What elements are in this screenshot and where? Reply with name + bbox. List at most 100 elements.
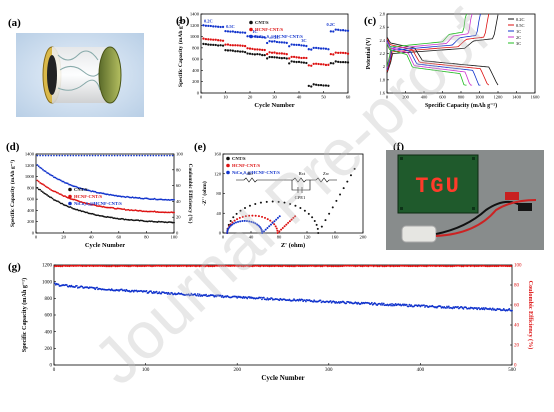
data-point <box>47 187 50 189</box>
capacity-point <box>96 286 98 289</box>
data-point <box>248 214 251 217</box>
data-point <box>164 198 167 201</box>
ce-point <box>140 265 143 268</box>
ce-point <box>249 265 252 268</box>
data-point <box>36 164 39 166</box>
panel-a-label: (a) <box>8 17 21 29</box>
data-point <box>290 43 293 46</box>
data-point <box>332 30 335 33</box>
data-point <box>97 214 99 217</box>
x-tick-label: 600 <box>439 94 446 99</box>
data-point <box>297 60 301 64</box>
ce-point <box>458 264 461 267</box>
y-tick-label: 0 <box>50 364 53 369</box>
data-point <box>339 193 342 196</box>
ce-point <box>105 154 108 157</box>
data-point <box>128 219 131 221</box>
data-point <box>251 47 254 50</box>
ce-point <box>189 265 192 268</box>
ce-point <box>36 154 39 157</box>
data-point <box>239 209 242 212</box>
data-point <box>266 226 269 229</box>
ce-point <box>270 265 273 268</box>
data-point <box>283 56 286 60</box>
ce-point <box>321 265 324 268</box>
data-point <box>68 183 71 186</box>
data-point <box>275 218 278 221</box>
data-point <box>219 44 222 47</box>
data-point <box>283 201 286 204</box>
y-tick-label: 2.6 <box>380 25 386 30</box>
ce-point <box>444 265 447 268</box>
data-point <box>77 209 80 212</box>
data-point <box>346 29 350 32</box>
x-tick-label: 20 <box>61 235 66 240</box>
data-point <box>269 223 272 226</box>
data-point <box>120 208 123 210</box>
capacity-point <box>160 292 163 295</box>
data-point <box>123 195 126 198</box>
y2-tick-label: 80 <box>176 167 181 172</box>
ce-point <box>493 265 496 268</box>
ce-point <box>91 154 94 157</box>
capacity-point <box>196 293 199 295</box>
data-point <box>334 60 337 63</box>
data-point <box>316 227 319 230</box>
x-tick-label: 500 <box>508 368 516 373</box>
data-point <box>69 206 72 208</box>
data-point <box>65 182 68 185</box>
data-point <box>146 197 149 200</box>
ce-point <box>356 265 359 268</box>
ce-point <box>262 265 265 268</box>
capacity-point <box>169 293 172 296</box>
ce-point <box>77 154 80 157</box>
ce-point <box>158 154 160 157</box>
data-point <box>259 227 262 230</box>
capacity-point <box>451 307 454 310</box>
ce-point <box>205 264 208 267</box>
data-point <box>80 201 83 203</box>
ce-point <box>284 265 287 268</box>
data-point <box>231 49 235 52</box>
ce-point <box>383 265 386 268</box>
panel-f-label: (f) <box>393 141 404 153</box>
capacity-point <box>447 305 450 308</box>
data-point <box>317 47 320 50</box>
ce-point <box>135 154 138 157</box>
data-point <box>217 44 220 47</box>
data-point <box>219 25 222 29</box>
legend-marker <box>226 156 230 161</box>
ce-point <box>497 265 500 268</box>
ce-point <box>359 265 362 268</box>
ce-point <box>308 264 311 267</box>
data-point <box>88 189 91 192</box>
charge-curve <box>386 13 481 71</box>
ce-point <box>74 264 77 267</box>
rate-label: 2C <box>274 35 279 40</box>
ce-point <box>279 265 282 268</box>
data-point <box>212 38 215 41</box>
data-point <box>253 48 257 51</box>
ce-point <box>389 265 392 268</box>
data-point <box>251 214 254 217</box>
data-point <box>164 221 167 224</box>
ce-point <box>156 264 159 267</box>
data-point <box>113 207 116 210</box>
data-point <box>322 84 325 87</box>
data-point <box>153 210 156 213</box>
y-tick-label: 200 <box>45 347 53 352</box>
data-point <box>70 206 73 209</box>
x-tick-label: 50 <box>321 95 326 100</box>
ce-point <box>97 154 99 157</box>
ce-point <box>130 264 133 267</box>
x-tick-label: 80 <box>277 235 282 240</box>
data-point <box>276 216 279 219</box>
capacity-point <box>124 290 127 293</box>
ce-point <box>162 264 165 267</box>
data-point <box>243 50 247 54</box>
ce-point <box>248 265 251 268</box>
data-point <box>315 62 318 65</box>
ce-point <box>339 265 342 268</box>
data-point <box>275 52 279 55</box>
data-point <box>268 55 271 59</box>
